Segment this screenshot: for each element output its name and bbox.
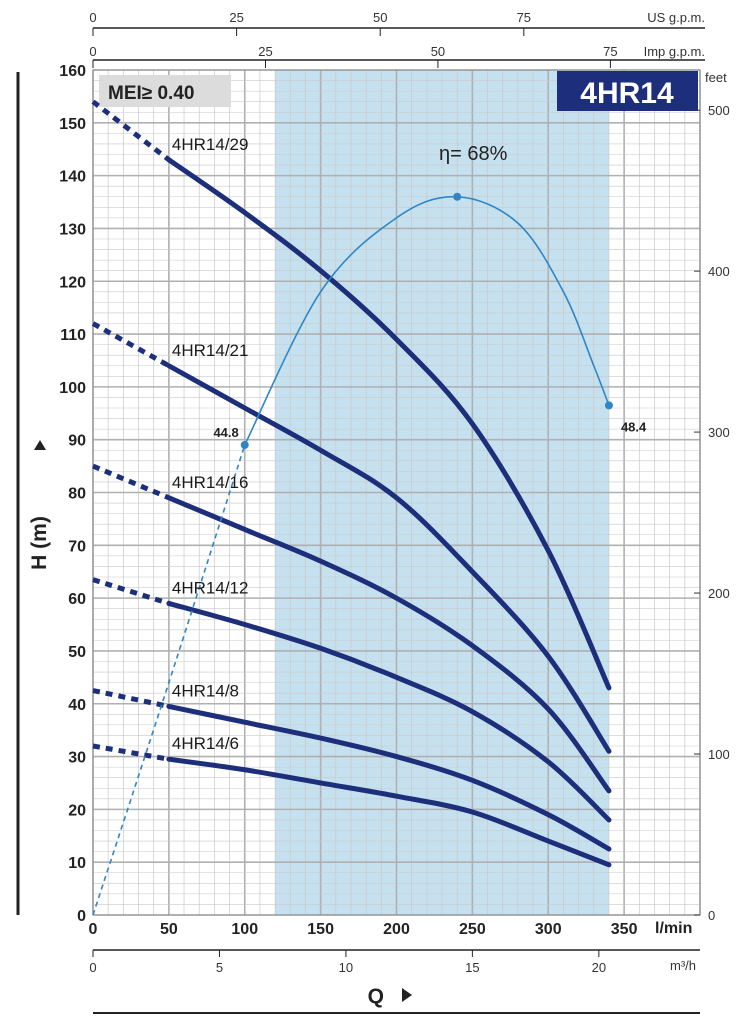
y-tick-label: 160 xyxy=(59,63,86,80)
feet-unit: feet xyxy=(705,70,727,85)
us-gpm-tick-label: 50 xyxy=(373,10,387,25)
efficiency-marker xyxy=(240,440,249,449)
feet-tick-label: 200 xyxy=(708,586,730,601)
curve-dashed-4hr14-29 xyxy=(91,99,171,162)
imp-gpm-tick-label: 25 xyxy=(258,44,272,59)
m3h-unit: m³/h xyxy=(670,958,696,973)
pump-curves xyxy=(91,99,612,868)
curve-4hr14-29 xyxy=(166,157,612,691)
y-tick-label: 10 xyxy=(68,855,86,872)
y-tick-label: 50 xyxy=(68,644,86,661)
m3h-tick-label: 5 xyxy=(216,960,223,975)
model-badge xyxy=(557,71,698,111)
feet-tick-label: 0 xyxy=(708,908,715,923)
feet-tick-label: 500 xyxy=(708,103,730,118)
curve-dashed-4hr14-16 xyxy=(92,463,170,501)
curve-dashed-4hr14-6 xyxy=(92,743,170,762)
y-tick-label: 60 xyxy=(68,591,86,608)
curve-label-4hr14-16: 4HR14/16 xyxy=(172,473,249,492)
model-label: 4HR14 xyxy=(580,77,674,110)
y-tick-label: 110 xyxy=(60,327,86,344)
efficiency-line xyxy=(244,195,610,446)
x-tick-label: 350 xyxy=(611,921,638,938)
x-tick-label: 50 xyxy=(160,921,178,938)
curve-4hr14-16 xyxy=(166,495,612,794)
curve-dashed-4hr14-21 xyxy=(91,321,171,368)
feet-tick-label: 400 xyxy=(708,264,730,279)
y-tick-label: 150 xyxy=(59,116,86,133)
curve-4hr14-6 xyxy=(166,756,612,868)
y-tick-label: 80 xyxy=(68,486,86,503)
efficiency-curve: 44.8 48.4 η= 68% xyxy=(92,143,647,916)
y-tick-label: 120 xyxy=(59,274,86,291)
y-tick-label: 20 xyxy=(68,802,86,819)
y-tick-label: 100 xyxy=(59,380,86,397)
curve-4hr14-8 xyxy=(166,703,612,852)
imp-gpm-tick-label: 0 xyxy=(89,44,96,59)
y-tick-label: 90 xyxy=(68,433,86,450)
y-tick-label: 0 xyxy=(77,908,86,925)
x-axis-arrow-icon xyxy=(402,988,412,1002)
x-tick-label: 150 xyxy=(307,921,334,938)
efficiency-marker xyxy=(453,192,462,201)
x-tick-label: 250 xyxy=(459,921,486,938)
x-tick-label: 300 xyxy=(535,921,562,938)
axis-ticks: 0 50 100 150 200 250 300 3500102030405060708090… xyxy=(59,10,729,975)
y-axis-arrow-icon xyxy=(34,440,46,450)
y-tick-label: 30 xyxy=(68,750,86,767)
us-gpm-tick-label: 0 xyxy=(89,10,96,25)
x-unit-label: l/min xyxy=(655,920,692,937)
x-tick-label: 0 xyxy=(89,921,98,938)
feet-tick-label: 300 xyxy=(708,425,730,440)
imp-gpm-tick-label: 50 xyxy=(431,44,445,59)
plot-frame xyxy=(92,69,701,916)
efficiency-dashed xyxy=(92,444,246,916)
curve-dashed-4hr14-8 xyxy=(92,688,170,709)
imp-gpm-unit: Imp g.p.m. xyxy=(644,44,705,59)
y-tick-label: 140 xyxy=(59,169,86,186)
curve-label-4hr14-21: 4HR14/21 xyxy=(172,341,249,360)
us-gpm-unit: US g.p.m. xyxy=(647,10,705,25)
efficiency-peak-label: η= 68% xyxy=(439,143,508,165)
y-axis-title: H (m) xyxy=(28,516,51,570)
y-tick-label: 130 xyxy=(59,221,86,238)
us-gpm-tick-label: 25 xyxy=(229,10,243,25)
curve-label-4hr14-29: 4HR14/29 xyxy=(172,135,249,154)
mei-label: MEI≥ 0.40 xyxy=(108,83,194,104)
x-tick-label: 200 xyxy=(383,921,410,938)
m3h-tick-label: 20 xyxy=(592,960,606,975)
curve-label-4hr14-8: 4HR14/8 xyxy=(172,681,239,700)
efficiency-point-label: 44.8 xyxy=(213,425,238,440)
efficiency-marker xyxy=(604,401,613,410)
feet-tick-label: 100 xyxy=(708,747,730,762)
curve-4hr14-21 xyxy=(166,363,612,754)
m3h-tick-label: 10 xyxy=(339,960,353,975)
m3h-tick-label: 0 xyxy=(89,960,96,975)
m3h-tick-label: 15 xyxy=(465,960,479,975)
curve-dashed-4hr14-12 xyxy=(92,577,170,606)
us-gpm-tick-label: 75 xyxy=(517,10,531,25)
x-tick-label: 100 xyxy=(231,921,258,938)
curve-label-4hr14-12: 4HR14/12 xyxy=(172,578,249,597)
curve-4hr14-12 xyxy=(166,600,612,823)
imp-gpm-tick-label: 75 xyxy=(603,44,617,59)
y-tick-label: 70 xyxy=(68,538,86,555)
curve-label-4hr14-6: 4HR14/6 xyxy=(172,734,239,753)
efficiency-point-label: 48.4 xyxy=(621,419,647,434)
mei-badge xyxy=(99,75,231,107)
curve-labels: 4HR14/29 4HR14/21 4HR14/16 4HR14/12 4HR14/8 4… xyxy=(172,135,249,753)
y-tick-label: 40 xyxy=(68,697,86,714)
x-axis-title: Q xyxy=(368,985,384,1008)
